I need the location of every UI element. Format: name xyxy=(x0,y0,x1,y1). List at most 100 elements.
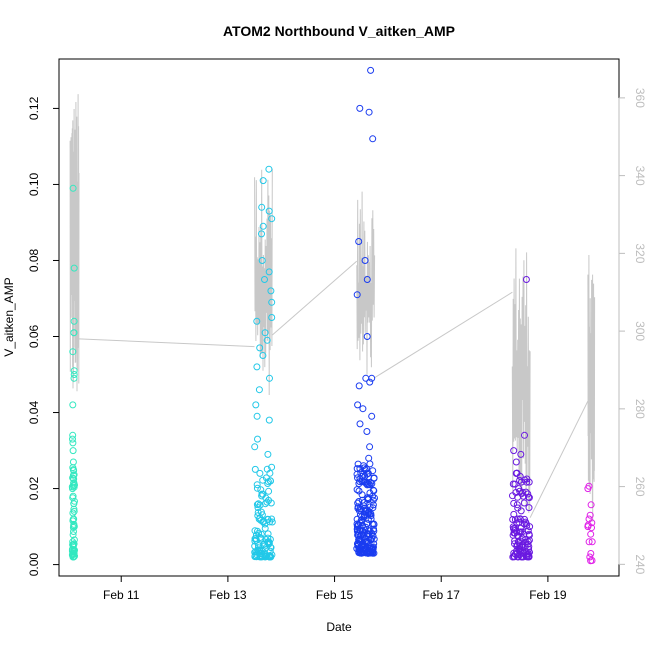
scatter-point xyxy=(266,374,273,382)
scatter-point xyxy=(69,471,77,479)
x-tick-label: Feb 19 xyxy=(529,588,567,602)
scatter-point xyxy=(264,530,272,538)
y-tick-label: 0.04 xyxy=(27,401,41,425)
scatter-point xyxy=(355,487,363,495)
scatter-point xyxy=(256,469,264,477)
scatter-point xyxy=(366,460,374,468)
scatter-point xyxy=(69,524,77,531)
scatter-point xyxy=(70,536,78,544)
scatter-point xyxy=(70,507,78,515)
scatter-point xyxy=(359,470,367,478)
scatter-point xyxy=(69,517,77,525)
scatter-point xyxy=(69,184,77,192)
scatter-point xyxy=(266,477,274,485)
scatter-point xyxy=(265,416,273,424)
scatter-point xyxy=(354,521,362,529)
scatter-point xyxy=(257,535,265,543)
y-tick-label: 0.10 xyxy=(27,172,41,196)
scatter-point xyxy=(70,374,78,382)
scatter-point xyxy=(369,501,377,509)
scatter-point xyxy=(355,498,363,505)
scatter-point xyxy=(267,553,275,560)
scatter-point xyxy=(268,215,276,223)
scatter-point xyxy=(353,465,361,473)
scatter-point xyxy=(365,108,373,116)
scatter-point xyxy=(517,450,525,458)
scatter-point xyxy=(261,276,268,283)
scatter-point xyxy=(69,447,77,455)
scatter-point xyxy=(353,291,361,299)
scatter-point xyxy=(525,545,533,553)
scatter-point xyxy=(70,317,78,325)
y2-tick-label: 260 xyxy=(633,477,647,497)
scatter-point xyxy=(356,465,364,472)
scatter-point xyxy=(353,486,361,494)
series-line-segment xyxy=(69,94,80,392)
scatter-point xyxy=(69,482,77,489)
y2-tick-label: 280 xyxy=(633,399,647,419)
y-tick-label: 0.08 xyxy=(27,248,41,272)
scatter-point xyxy=(258,203,266,211)
scatter-point xyxy=(71,552,78,560)
scatter-point xyxy=(366,510,374,518)
scatter-point xyxy=(513,469,521,477)
scatter-point xyxy=(354,525,362,533)
scatter-point xyxy=(587,550,595,557)
scatter-point xyxy=(255,386,263,394)
scatter-point xyxy=(69,494,77,502)
scatter-point xyxy=(356,104,364,112)
scatter-point xyxy=(251,465,259,473)
scatter-point xyxy=(362,374,370,382)
scatter-point xyxy=(521,431,528,439)
scatter-point xyxy=(367,66,375,74)
scatter-point xyxy=(363,276,371,283)
scatter-point xyxy=(588,557,596,564)
scatter-point xyxy=(254,512,262,520)
scatter-point xyxy=(586,511,594,519)
scatter-point xyxy=(363,428,371,435)
y-axis-label: V_aitken_AMP xyxy=(2,277,16,356)
scatter-point xyxy=(509,516,517,523)
scatter-point xyxy=(70,471,78,479)
scatter-point xyxy=(525,494,533,502)
scatter-point xyxy=(364,494,372,502)
scatter-point xyxy=(259,177,267,185)
y2-tick-label: 340 xyxy=(633,166,647,186)
series-line-segment xyxy=(254,168,273,396)
scatter-point xyxy=(261,329,269,337)
plot-frame xyxy=(58,58,620,577)
scatter-point xyxy=(365,480,373,488)
series-line-connector xyxy=(78,338,255,348)
secondary-line-layer xyxy=(69,94,596,522)
series-line-segment xyxy=(511,248,531,513)
scatter-point xyxy=(523,478,531,486)
scatter-point xyxy=(587,501,595,509)
scatter-point xyxy=(70,264,78,272)
scatter-point xyxy=(356,538,364,546)
scatter-point xyxy=(265,207,273,215)
scatter-point xyxy=(258,490,266,498)
scatter-point xyxy=(510,447,518,455)
scatter-point xyxy=(586,553,594,561)
scatter-point xyxy=(252,401,260,409)
y2-tick-label: 240 xyxy=(633,554,647,574)
scatter-point xyxy=(514,553,521,561)
scatter-point xyxy=(261,500,269,508)
scatter-point-layer xyxy=(68,66,596,565)
x-tick-label: Feb 11 xyxy=(103,588,140,602)
scatter-point xyxy=(518,547,526,555)
scatter-point xyxy=(512,458,520,466)
scatter-point xyxy=(267,543,274,551)
scatter-point xyxy=(254,504,262,512)
scatter-point xyxy=(71,497,78,505)
scatter-point xyxy=(264,450,272,458)
scatter-point xyxy=(256,546,263,554)
scatter-point xyxy=(69,464,77,472)
scatter-point xyxy=(263,336,271,344)
scatter-point xyxy=(525,478,533,486)
scatter-point xyxy=(509,492,516,500)
scatter-point xyxy=(519,488,526,496)
scatter-point xyxy=(510,553,518,561)
scatter-point xyxy=(511,529,519,537)
